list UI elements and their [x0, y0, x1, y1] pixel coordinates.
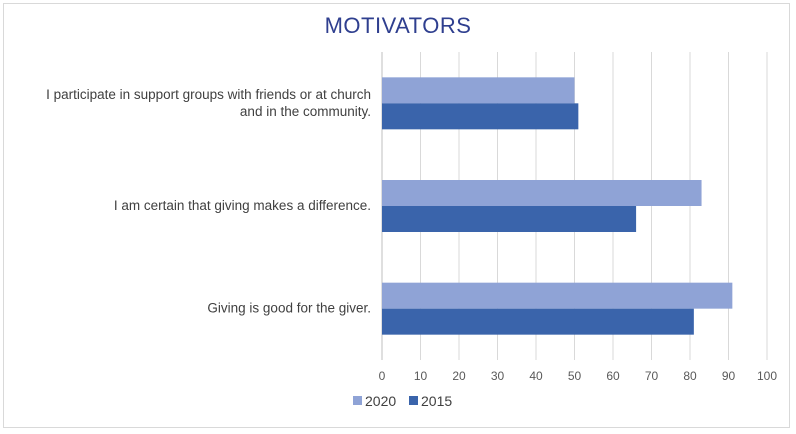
- bar-2020-0: [382, 77, 575, 104]
- legend-swatch-2015: [409, 396, 418, 405]
- x-tick-label: 10: [414, 369, 428, 383]
- category-label: Giving is good for the giver.: [207, 301, 371, 316]
- bar-2020-2: [382, 282, 733, 309]
- bar-2015-2: [382, 308, 694, 335]
- bar-2015-1: [382, 206, 637, 232]
- legend-label-2015: 2015: [421, 393, 452, 409]
- category-label: I am certain that giving makes a differe…: [114, 198, 371, 213]
- bar-2020-1: [382, 180, 702, 206]
- bar-2015-0: [382, 103, 579, 130]
- x-tick-label: 70: [645, 369, 659, 383]
- x-tick-label: 90: [722, 369, 736, 383]
- chart-title: MOTIVATORS: [324, 13, 472, 38]
- x-tick-label: 20: [452, 369, 466, 383]
- x-tick-label: 30: [491, 369, 505, 383]
- category-label: and in the community.: [240, 104, 371, 119]
- x-tick-label: 40: [529, 369, 543, 383]
- x-tick-label: 60: [606, 369, 620, 383]
- x-tick-label: 80: [683, 369, 697, 383]
- x-tick-label: 100: [757, 369, 777, 383]
- category-label: I participate in support groups with fri…: [46, 87, 371, 102]
- x-tick-label: 0: [379, 369, 386, 383]
- legend-swatch-2020: [353, 396, 362, 405]
- legend-label-2020: 2020: [365, 393, 396, 409]
- x-tick-label: 50: [568, 369, 582, 383]
